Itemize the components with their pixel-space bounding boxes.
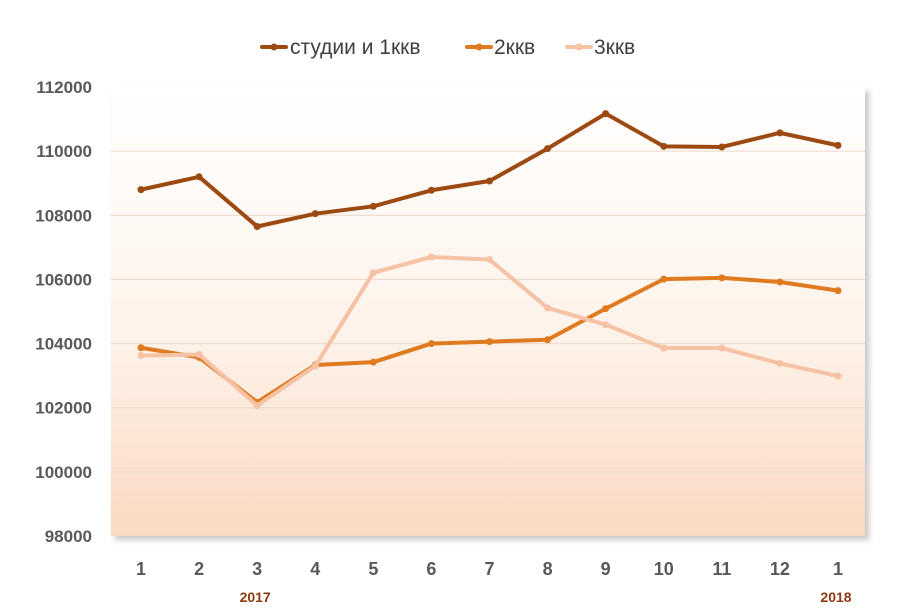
x-tick-label: 6 xyxy=(426,559,436,579)
x-tick-label: 1 xyxy=(833,559,843,579)
data-point xyxy=(718,344,726,352)
x-tick-label: 11 xyxy=(712,559,731,579)
data-point xyxy=(369,202,377,210)
data-point xyxy=(369,269,377,277)
y-tick-label: 106000 xyxy=(35,270,92,289)
legend-marker xyxy=(575,43,583,51)
data-point xyxy=(660,344,668,352)
legend-item: 3ккв xyxy=(565,36,635,59)
legend-label: 3ккв xyxy=(594,36,635,59)
legend-label: 2ккв xyxy=(494,36,535,59)
data-point xyxy=(369,358,377,366)
data-point xyxy=(137,351,145,359)
year-label: 2017 xyxy=(240,589,271,605)
y-tick-label: 98000 xyxy=(45,527,92,546)
data-point xyxy=(427,253,435,261)
series-3 xyxy=(137,253,842,409)
series-1 xyxy=(137,110,842,231)
legend-item: 2ккв xyxy=(465,36,535,59)
data-point xyxy=(544,145,552,153)
year-label: 2018 xyxy=(820,589,851,605)
data-point xyxy=(253,401,261,409)
data-point xyxy=(834,372,842,380)
x-tick-label: 9 xyxy=(601,559,611,579)
data-point xyxy=(776,278,784,286)
data-point xyxy=(718,143,726,151)
data-point xyxy=(486,256,493,264)
data-point xyxy=(660,275,668,283)
data-point xyxy=(602,321,610,329)
legend-label: студии и 1ккв xyxy=(290,36,420,59)
data-point xyxy=(660,142,668,150)
x-tick-label: 4 xyxy=(310,559,320,579)
series-lines xyxy=(137,110,842,409)
legend-item: студии и 1ккв xyxy=(260,36,420,59)
x-tick-label: 3 xyxy=(252,559,262,579)
x-tick-label: 7 xyxy=(484,559,494,579)
y-tick-label: 112000 xyxy=(36,78,92,97)
x-tick-label: 8 xyxy=(543,559,553,579)
data-point xyxy=(544,304,552,312)
data-point xyxy=(834,287,842,295)
y-axis: 98000 100000 102000 104000 106000 108000 11000… xyxy=(35,78,92,546)
data-point xyxy=(137,344,145,352)
data-point xyxy=(776,359,784,367)
data-point xyxy=(427,186,435,194)
legend-marker xyxy=(475,43,483,51)
x-tick-label: 12 xyxy=(770,559,790,579)
y-tick-label: 100000 xyxy=(35,463,92,482)
y-tick-label: 110000 xyxy=(36,142,92,161)
plot-area xyxy=(111,87,865,536)
data-point xyxy=(776,129,784,137)
data-point xyxy=(427,340,435,348)
data-point xyxy=(486,338,493,346)
data-point xyxy=(137,186,145,194)
y-tick-label: 102000 xyxy=(35,399,92,418)
data-point xyxy=(486,177,493,185)
data-point xyxy=(718,274,726,282)
legend: студии и 1ккв 2ккв 3ккв xyxy=(260,36,635,59)
x-tick-label: 2 xyxy=(194,559,204,579)
data-point xyxy=(253,223,261,231)
y-tick-label: 108000 xyxy=(35,206,92,225)
x-tick-label: 5 xyxy=(368,559,378,579)
data-point xyxy=(195,173,203,181)
x-tick-label: 10 xyxy=(654,559,674,579)
data-point xyxy=(602,110,610,118)
data-point xyxy=(311,362,319,370)
legend-marker xyxy=(270,43,278,51)
data-point xyxy=(544,336,552,344)
data-point xyxy=(311,210,319,218)
data-point xyxy=(834,141,842,149)
data-point xyxy=(602,305,610,313)
data-point xyxy=(195,350,203,358)
x-tick-label: 1 xyxy=(136,559,146,579)
y-tick-label: 104000 xyxy=(35,335,92,354)
